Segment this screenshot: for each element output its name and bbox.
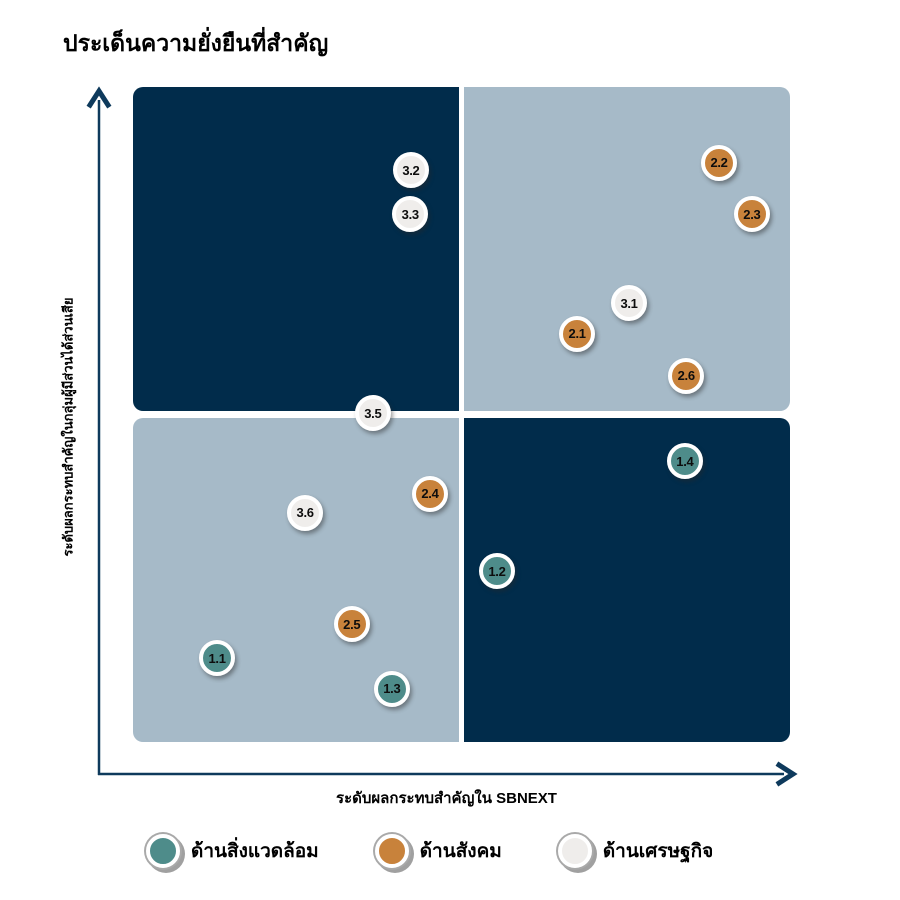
data-point-3.2: 3.2 (392, 152, 429, 189)
quadrant-bottom-left (133, 418, 459, 742)
legend-label: ด้านสังคม (419, 841, 502, 862)
economic-marker-icon (557, 834, 592, 868)
data-point-3.6: 3.6 (287, 494, 324, 531)
data-point-2.1: 2.1 (559, 315, 596, 352)
quadrant-top-left (133, 87, 459, 411)
social-marker-icon (374, 834, 409, 868)
legend-item-social: ด้านสังคม (374, 834, 502, 868)
data-point-2.4: 2.4 (411, 475, 448, 512)
data-point-2.5: 2.5 (333, 606, 370, 643)
legend-label: ด้านเศรษฐกิจ (602, 841, 714, 862)
quadrant-bottom-right (464, 418, 790, 742)
data-point-2.3: 2.3 (733, 196, 770, 233)
x-axis-label: ระดับผลกระทบสำคัญใน SBNEXT (336, 790, 557, 807)
data-point-1.3: 1.3 (373, 670, 410, 707)
data-point-2.2: 2.2 (701, 144, 738, 181)
legend-item-environment: ด้านสิ่งแวดล้อม (146, 834, 319, 868)
data-point-1.1: 1.1 (199, 640, 236, 677)
legend: ด้านสิ่งแวดล้อม ด้านสังคม ด้านเศรษฐกิจ (146, 834, 713, 868)
data-point-3.5: 3.5 (354, 395, 391, 432)
plot-area: 1.1 1.2 1.3 1.4 2.1 2.2 2.3 2.4 2.5 2.6 3.1 3.2 3.3 3… (133, 87, 790, 742)
environment-marker-icon (146, 834, 180, 868)
data-point-3.3: 3.3 (392, 196, 429, 233)
data-point-2.6: 2.6 (668, 357, 705, 394)
quadrant-top-right (464, 87, 790, 411)
page-title: ประเด็นความยั่งยืนที่สำคัญ (63, 30, 329, 56)
data-point-1.4: 1.4 (666, 443, 703, 479)
data-point-1.2: 1.2 (478, 553, 515, 590)
legend-label: ด้านสิ่งแวดล้อม (191, 841, 319, 862)
y-axis-arrow-icon (86, 86, 112, 109)
data-point-3.1: 3.1 (611, 285, 648, 322)
y-axis-label: ระดับผลกระทบสำคัญในกลุ่มผู้มีส่วนได้ส่วน… (60, 297, 76, 557)
legend-item-economic: ด้านเศรษฐกิจ (557, 834, 714, 868)
x-axis-arrow-icon (775, 761, 798, 787)
